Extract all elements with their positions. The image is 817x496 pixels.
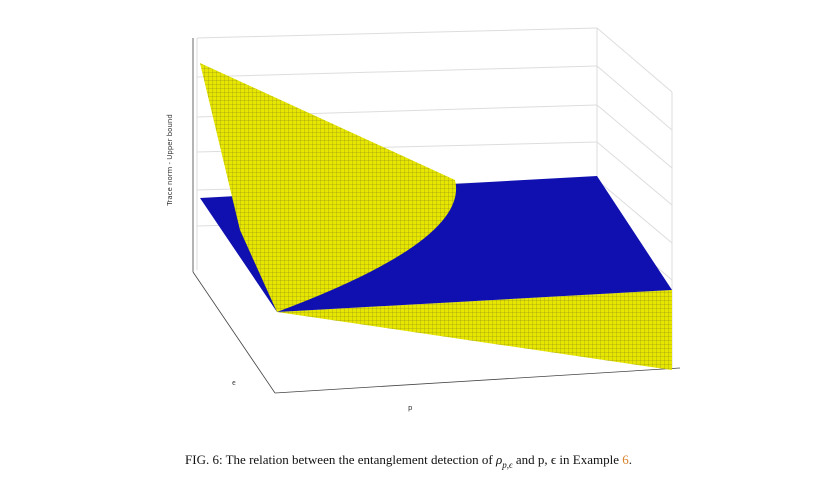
axis-lines	[192, 38, 681, 394]
rho-sub: p,ϵ	[502, 459, 513, 470]
caption-text: and p, ϵ in Example	[515, 452, 619, 467]
epsilon-label: ϵ	[232, 379, 236, 387]
p-label: p	[408, 404, 413, 412]
caption-ref[interactable]: 6	[622, 452, 629, 467]
rho: ρ	[495, 452, 503, 467]
upper-surface-mesh	[200, 63, 457, 312]
lower-surface-mesh	[277, 290, 672, 370]
caption-text: The relation between the entanglement de…	[225, 452, 493, 467]
figure: Trace norm - Upper bound ϵ p	[166, 27, 681, 412]
z-axis-label: Trace norm - Upper bound	[166, 114, 174, 207]
caption: FIG. 6: The relation between the entangl…	[0, 452, 817, 471]
caption-end: .	[628, 452, 632, 467]
caption-label: FIG. 6:	[185, 452, 223, 467]
